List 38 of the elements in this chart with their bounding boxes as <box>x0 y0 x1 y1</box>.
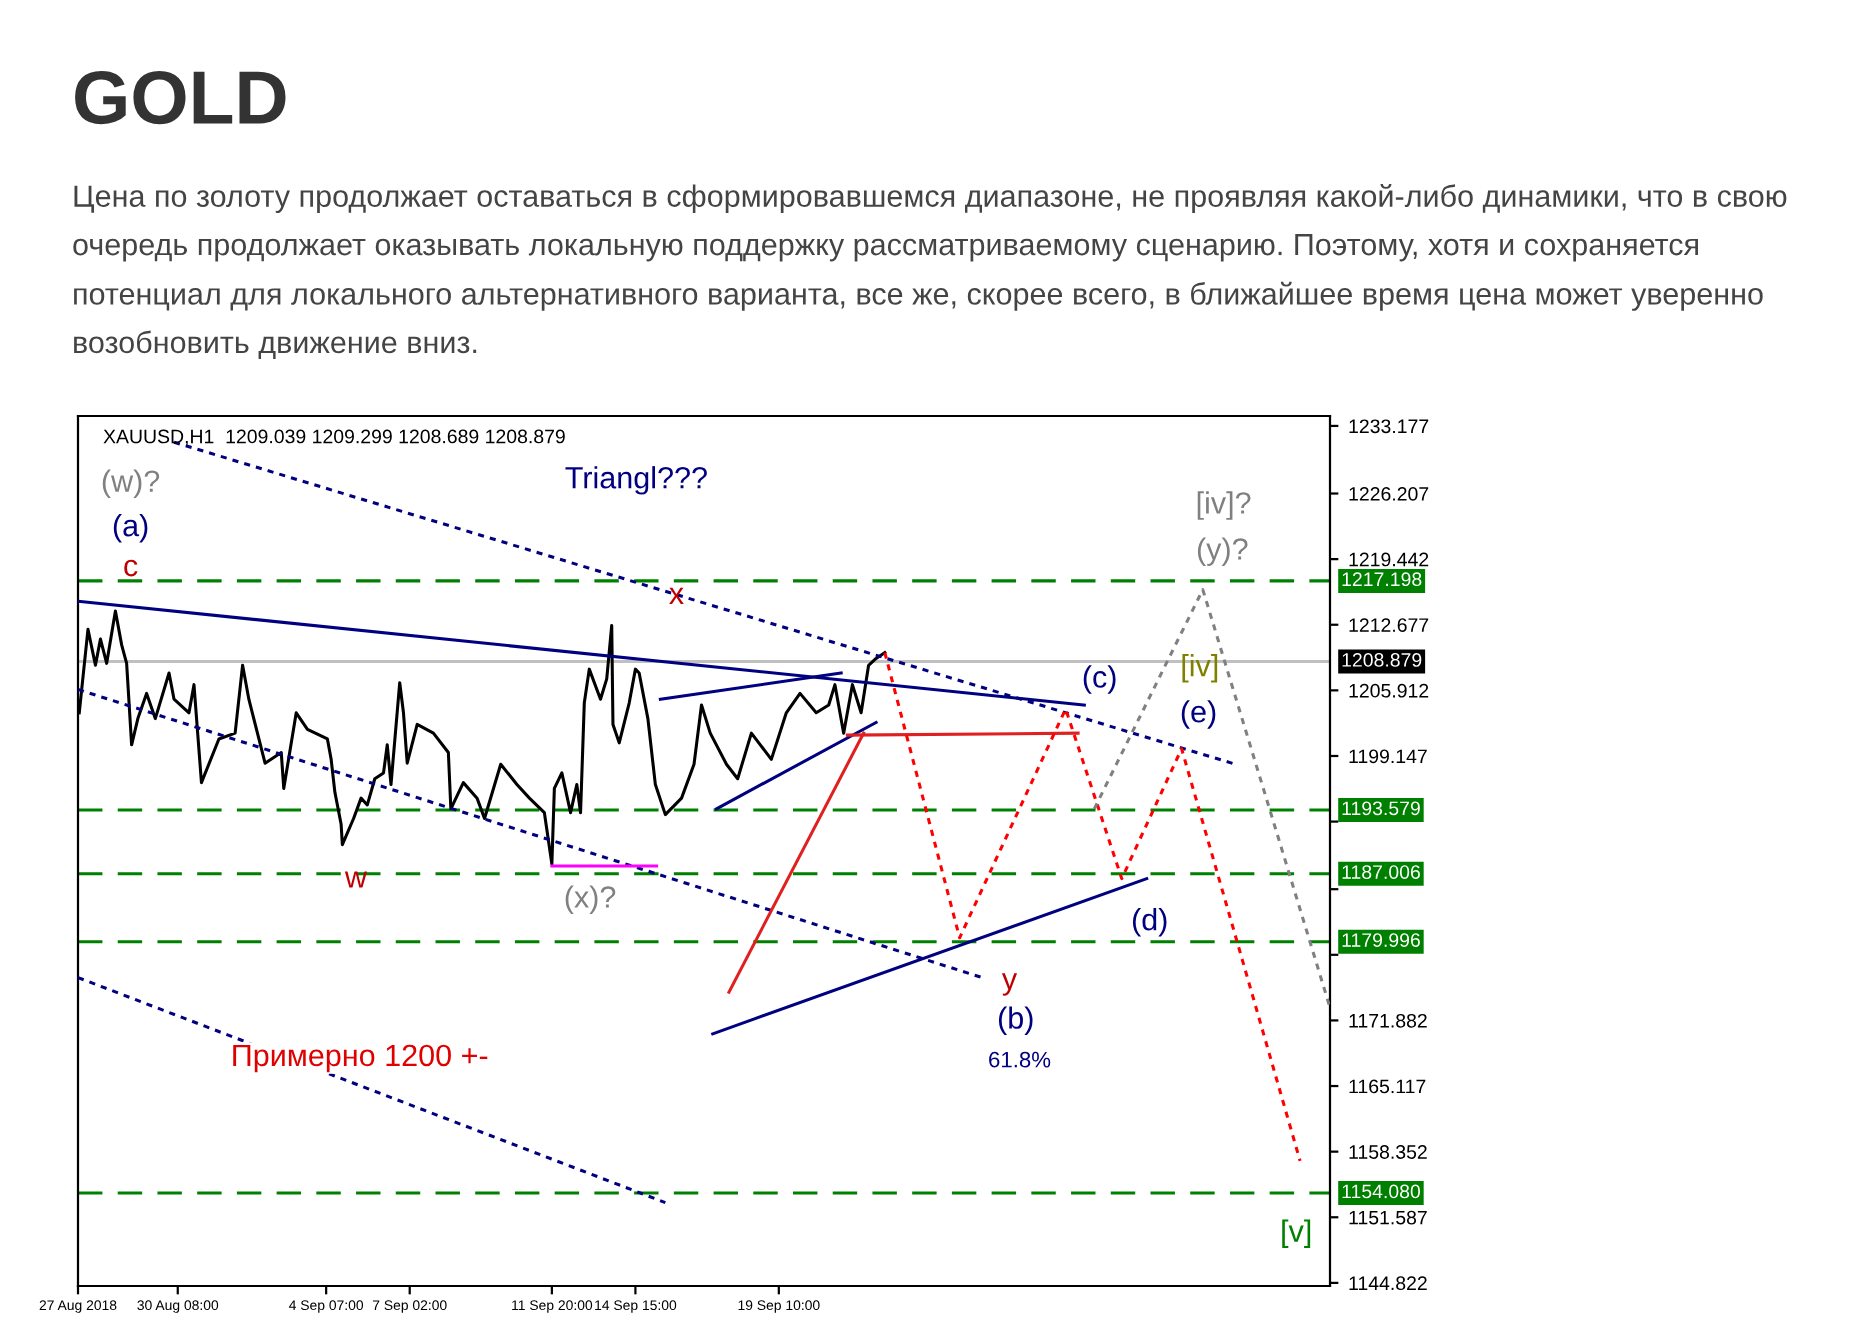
chart-title: GOLD <box>75 71 286 125</box>
annotation: (w)? <box>102 469 160 499</box>
y-tick-label: 1212.677 <box>1349 618 1429 632</box>
annotation: w <box>344 871 368 888</box>
annotation: [v] <box>1282 1219 1311 1249</box>
annotation: c <box>124 559 138 577</box>
y-tick-label: 1158.352 <box>1349 1145 1427 1159</box>
annotation: (y)? <box>1197 537 1248 566</box>
y-tick-label: 1219.442 <box>1349 552 1429 567</box>
annotation: [iv] <box>1182 654 1218 683</box>
y-tick-label: 1199.147 <box>1349 749 1427 764</box>
annotation: Triangl??? <box>565 466 707 495</box>
ref-line-label: 1193.579 <box>1342 801 1420 816</box>
annotation: y <box>1001 973 1018 996</box>
annotation: Примерно 1200 +- <box>233 1044 488 1073</box>
ref-line-label: 1217.198 <box>1342 572 1422 587</box>
y-tick-label: 1226.207 <box>1349 486 1429 501</box>
y-tick-label: 1233.177 <box>1349 419 1429 434</box>
annotation: (e) <box>1181 700 1216 729</box>
annotation: (x)? <box>565 885 616 914</box>
y-tick-label: 1151.587 <box>1349 1210 1427 1225</box>
y-tick-label: 1165.117 <box>1349 1079 1426 1094</box>
ref-line-label: 1187.006 <box>1342 865 1420 879</box>
ref-line-label: 1154.080 <box>1342 1184 1421 1199</box>
annotation: (c) <box>1083 665 1116 694</box>
chart-subtitle: Цена по золоту продолжает оставаться в сформировавшемся диапазоне, не проявляя какой-либо динамики, что в свою очередь продолжает оказывать локальную поддержку рассматриваемому сценарию. Поэтому, хотя и сохраняется потенциал для локального альтернативного варианта, все же, скорее всего, в ближайшее время цена может уверенно возобновить движение вниз. <box>73 184 1787 360</box>
ref-line-label: 1179.996 <box>1342 933 1420 947</box>
annotation: x <box>669 587 684 604</box>
y-tick-label: 1144.822 <box>1349 1276 1427 1291</box>
ref-line-label: 1208.879 <box>1342 653 1422 667</box>
y-tick-label: 1205.912 <box>1349 683 1429 698</box>
annotation: 61.8% <box>989 1051 1051 1068</box>
annotation: (b) <box>998 1006 1033 1035</box>
annotation: (d) <box>1132 908 1167 937</box>
annotation: XAUUSD,H1 1209.039 1209.299 1208.689 1208.879 <box>103 429 565 446</box>
annotation: (a) <box>113 513 148 543</box>
y-tick-label: 1171.882 <box>1349 1013 1427 1028</box>
annotation: [iv]? <box>1197 491 1251 520</box>
